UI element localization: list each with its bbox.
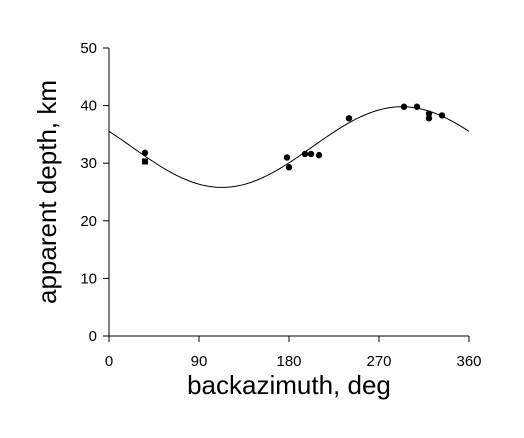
y-tick-label: 30 xyxy=(80,155,97,172)
data-point xyxy=(413,103,421,110)
y-ticks: 0 10 20 30 40 50 xyxy=(80,40,109,345)
x-tick-label: 180 xyxy=(276,353,301,370)
data-point xyxy=(285,164,293,171)
data-point xyxy=(315,151,323,159)
data-point xyxy=(438,112,446,119)
x-ticks: 0 90 180 270 360 xyxy=(105,336,482,370)
x-tick-label: 0 xyxy=(105,353,113,370)
x-tick-label: 270 xyxy=(366,353,391,370)
x-axis-title: backazimuth, deg xyxy=(187,370,391,400)
fit-curve xyxy=(108,106,470,188)
data-point xyxy=(301,150,309,158)
x-tick-label: 90 xyxy=(191,353,208,370)
data-point xyxy=(307,150,315,158)
y-tick-label: 40 xyxy=(80,98,97,115)
y-axis-title: apparent depth, km xyxy=(32,80,62,304)
axes xyxy=(108,48,469,337)
y-tick-label: 10 xyxy=(80,270,97,287)
data-point xyxy=(141,149,149,157)
data-point xyxy=(400,103,408,110)
data-point xyxy=(345,115,353,122)
data-point xyxy=(425,110,433,117)
data-point xyxy=(425,115,433,122)
x-tick-label: 360 xyxy=(456,353,481,370)
data-point xyxy=(283,154,291,161)
data-markers xyxy=(141,103,446,171)
y-tick-label: 20 xyxy=(80,213,97,230)
y-tick-label: 0 xyxy=(89,328,97,345)
y-tick-label: 50 xyxy=(80,40,97,57)
data-point-square xyxy=(142,158,148,165)
fit-curve-group xyxy=(108,106,470,188)
